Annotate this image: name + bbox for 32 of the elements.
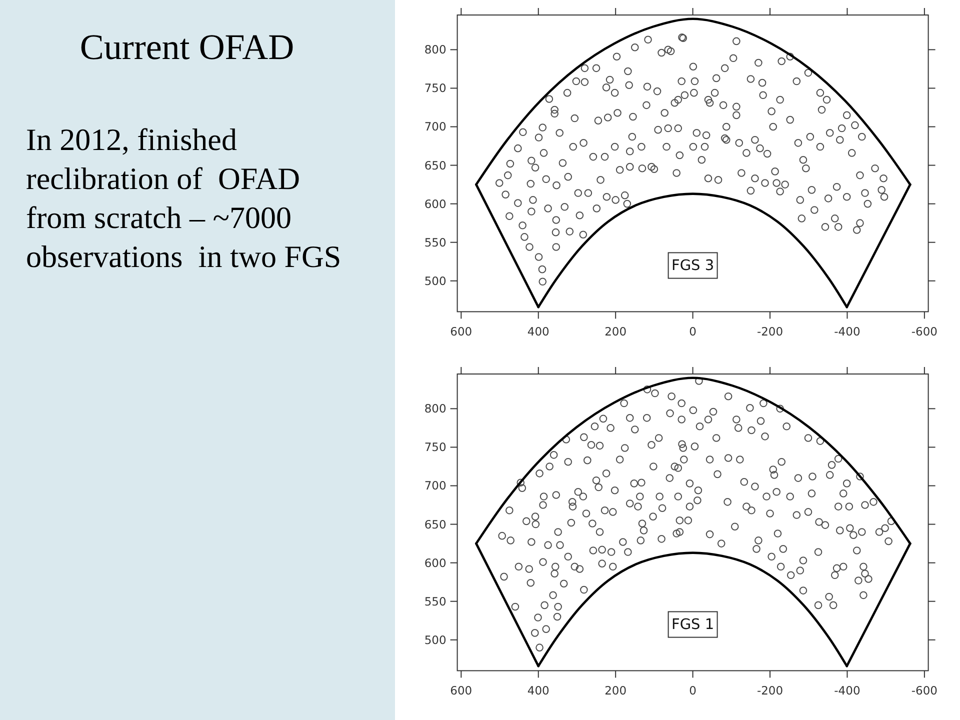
y-tick-label: 750 bbox=[424, 440, 446, 454]
x-tick-label: -400 bbox=[834, 684, 860, 698]
annotation: FGS 3 bbox=[671, 258, 714, 274]
x-tick-label: 200 bbox=[604, 324, 627, 339]
x-tick-label: -600 bbox=[911, 324, 938, 339]
y-tick-label: 600 bbox=[424, 196, 446, 211]
y-tick-label: 800 bbox=[424, 402, 446, 416]
x-tick-label: -600 bbox=[911, 684, 938, 698]
x-tick-label: -200 bbox=[756, 324, 784, 339]
x-tick-label: 600 bbox=[450, 684, 472, 698]
x-tick-label: 0 bbox=[689, 684, 696, 698]
text: In 2012, finished reclibration of OFAD from scratch – ~7000 observations in two FGS bbox=[26, 122, 342, 274]
x-tick-label: 0 bbox=[689, 324, 696, 339]
x-tick-label: 400 bbox=[527, 684, 550, 698]
x-tick-label: -200 bbox=[756, 684, 784, 698]
text: Current OFAD bbox=[80, 27, 294, 67]
y-tick-label: 700 bbox=[424, 478, 446, 493]
y-tick-label: 500 bbox=[424, 632, 446, 647]
y-tick-label: 500 bbox=[424, 274, 446, 288]
y-tick-label: 550 bbox=[424, 235, 446, 250]
y-tick-label: 600 bbox=[424, 556, 446, 570]
y-tick-label: 550 bbox=[424, 594, 446, 608]
x-tick-label: 400 bbox=[527, 324, 550, 339]
x-tick-label: 200 bbox=[604, 684, 627, 698]
y-tick-label: 750 bbox=[424, 81, 446, 96]
y-tick-label: 650 bbox=[424, 517, 446, 532]
y-tick-label: 700 bbox=[424, 120, 446, 134]
x-tick-label: -400 bbox=[834, 324, 860, 339]
annotation: FGS 1 bbox=[671, 617, 714, 633]
y-tick-label: 800 bbox=[424, 42, 446, 57]
y-tick-label: 650 bbox=[424, 158, 446, 172]
x-tick-label: 600 bbox=[450, 324, 472, 339]
